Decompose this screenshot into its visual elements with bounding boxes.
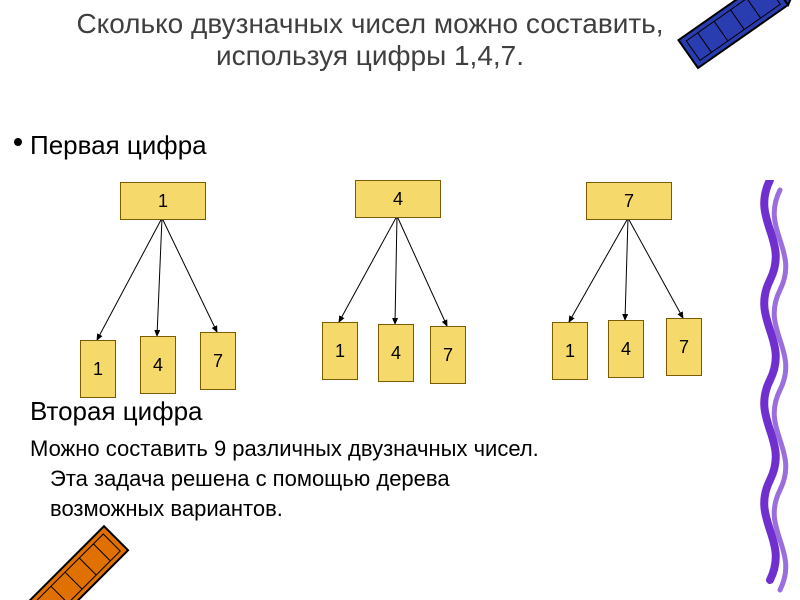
tree-child-box: 7 — [666, 318, 702, 376]
second-digit-label: Вторая цифра — [30, 396, 203, 427]
purple-squiggle-icon — [740, 180, 800, 600]
tree-child-box: 1 — [552, 322, 588, 380]
conclusion-line-1: Можно составить 9 различных двузначных ч… — [30, 436, 539, 462]
bullet — [14, 138, 22, 146]
tree-parent-box: 7 — [586, 182, 672, 220]
tree-child-box: 1 — [322, 322, 358, 380]
tree-child-box: 7 — [200, 332, 236, 390]
tree-child-box: 4 — [608, 320, 644, 378]
tree-child-box: 4 — [140, 336, 176, 394]
tree-parent-box: 1 — [120, 182, 206, 220]
page-title: Сколько двузначных чисел можно составить… — [60, 8, 680, 72]
tree-parent-box: 4 — [355, 180, 441, 218]
conclusion-line-2: Эта задача решена с помощью дерева — [50, 466, 450, 492]
first-digit-label: Первая цифра — [30, 130, 207, 161]
tree-child-box: 4 — [378, 324, 414, 382]
tree-child-box: 1 — [80, 340, 116, 398]
tree-child-box: 7 — [430, 326, 466, 384]
